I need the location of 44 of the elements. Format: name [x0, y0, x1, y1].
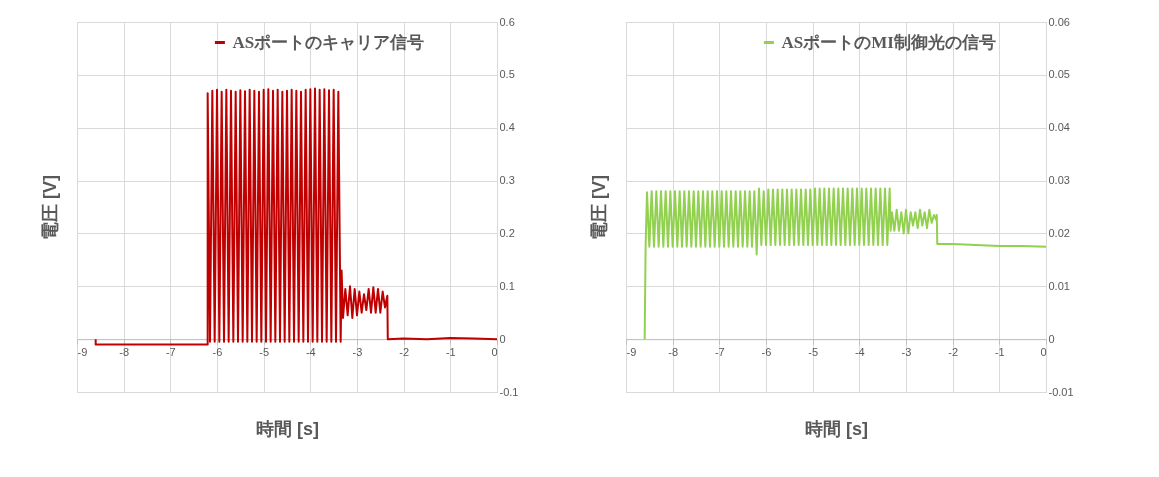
x-tick-label: -5 — [808, 345, 819, 358]
y-tick-label: 0.3 — [499, 174, 515, 187]
x-tick-label: -5 — [259, 345, 270, 358]
y-tick-label: 0 — [499, 332, 506, 345]
y-tick-label: 0.02 — [1048, 226, 1070, 239]
y-tick-label: -0.1 — [499, 385, 519, 398]
y-tick-label: 0.03 — [1048, 174, 1070, 187]
x-tick-label: -8 — [119, 345, 130, 358]
x-tick-label: -4 — [854, 345, 865, 358]
x-axis-title: 時間 [s] — [256, 418, 319, 439]
y-tick-label: 0.04 — [1048, 121, 1070, 134]
line-series — [643, 187, 1046, 341]
x-tick-label: -9 — [77, 345, 88, 358]
x-tick-label: 0 — [1040, 345, 1047, 358]
x-tick-label: -9 — [626, 345, 637, 358]
y-tick-label: 0.01 — [1048, 279, 1070, 292]
y-axis-title: 電圧 [V] — [39, 175, 60, 240]
y-tick-label: 0.4 — [499, 121, 515, 134]
x-tick-label: -1 — [445, 345, 456, 358]
legend-label: ASポートのMI制御光の信号 — [781, 32, 996, 52]
x-tick-label: -3 — [352, 345, 363, 358]
x-tick-label: -7 — [714, 345, 725, 358]
x-axis-title: 時間 [s] — [805, 418, 868, 439]
x-tick-label: -4 — [305, 345, 316, 358]
line-series — [94, 87, 497, 346]
y-tick-label: 0.5 — [499, 68, 515, 81]
y-axis-title: 電圧 [V] — [588, 175, 609, 240]
legend-label: ASポートのキャリア信号 — [232, 32, 425, 52]
x-tick-label: -2 — [948, 345, 959, 358]
x-tick-label: -1 — [994, 345, 1005, 358]
x-tick-label: -6 — [761, 345, 772, 358]
y-tick-label: 0 — [1048, 332, 1055, 345]
y-tick-label: 0.1 — [499, 279, 515, 292]
x-tick-label: 0 — [491, 345, 498, 358]
x-tick-label: -7 — [165, 345, 176, 358]
y-tick-label: 0.05 — [1048, 68, 1070, 81]
y-tick-label: 0.2 — [499, 226, 515, 239]
x-tick-label: -3 — [901, 345, 912, 358]
x-tick-label: -2 — [399, 345, 410, 358]
y-tick-label: 0.06 — [1048, 15, 1070, 28]
y-tick-label: 0.6 — [499, 15, 515, 28]
x-tick-label: -6 — [212, 345, 223, 358]
y-tick-label: -0.01 — [1048, 385, 1074, 398]
x-tick-label: -8 — [668, 345, 679, 358]
